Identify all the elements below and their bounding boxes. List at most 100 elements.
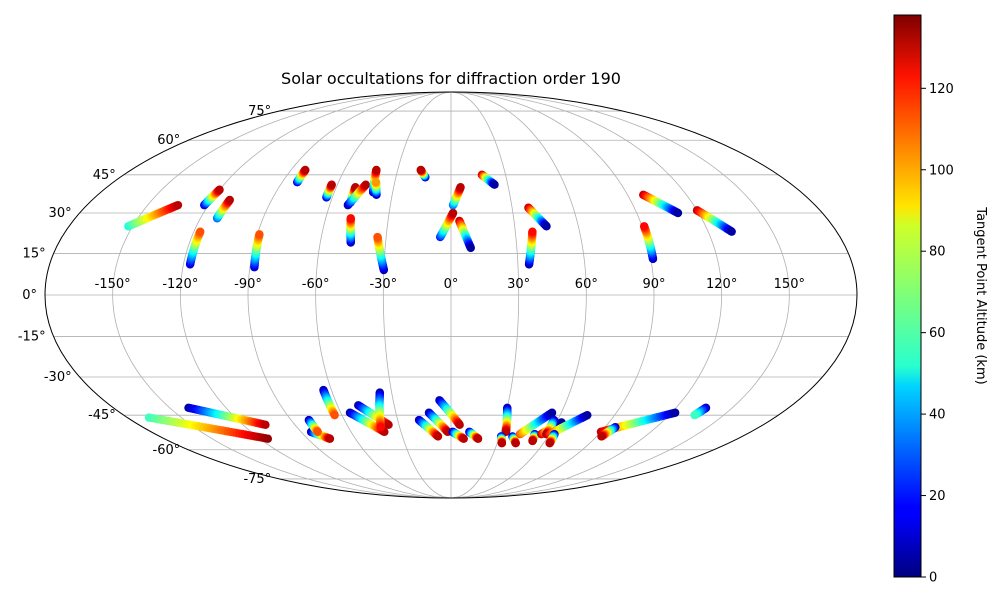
occultation-track	[496, 432, 507, 448]
track-point	[473, 434, 483, 443]
track-point	[313, 427, 322, 437]
occultation-tracks	[124, 165, 736, 448]
longitude-gridline	[450, 91, 587, 499]
occultation-track	[435, 208, 458, 242]
track-point	[173, 200, 183, 210]
track-point	[670, 408, 680, 417]
track-point	[545, 439, 554, 448]
track-point	[373, 232, 382, 242]
track-point	[263, 434, 273, 443]
track-point	[459, 434, 468, 443]
colorbar-gradient	[893, 14, 922, 578]
occultation-track	[424, 408, 452, 437]
latitude-tick-label: -75°	[243, 472, 271, 487]
longitude-tick-label: -30°	[369, 277, 397, 292]
longitude-gridline	[382, 91, 452, 499]
longitude-gridline	[179, 91, 452, 499]
occultation-track	[690, 403, 711, 420]
longitude-gridline	[450, 91, 655, 499]
occultation-track	[448, 183, 465, 210]
latitude-tick-label: 15°	[23, 246, 46, 261]
colorbar-tick-label: 80	[929, 245, 946, 260]
longitude-tick-label: 120°	[706, 277, 737, 292]
track-point	[547, 408, 557, 417]
track-point	[727, 227, 736, 236]
track-point	[639, 222, 649, 231]
track-point	[384, 420, 393, 430]
latitude-tick-label: 0°	[22, 288, 37, 303]
latitude-tick-labels: -75° -60° -45° -30° -15° 0° 15° 30° 45° 60° 75°	[18, 104, 271, 487]
occultation-track	[515, 408, 557, 439]
longitude-tick-label: -150°	[95, 277, 131, 292]
track-point	[673, 208, 683, 218]
occultation-track	[373, 232, 389, 275]
occultation-track	[448, 427, 468, 443]
track-point	[511, 439, 520, 448]
occultation-track	[524, 203, 551, 231]
map-outline	[44, 91, 858, 499]
occultation-track	[416, 165, 430, 182]
track-point	[261, 420, 270, 430]
longitude-tick-label: 60°	[575, 277, 598, 292]
track-point	[416, 165, 425, 175]
track-point	[542, 222, 551, 231]
track-point	[433, 432, 443, 441]
track-point	[327, 180, 336, 189]
occultation-track	[465, 427, 483, 443]
longitude-tick-label: -60°	[302, 277, 330, 292]
track-point	[325, 434, 335, 443]
colorbar-tick-label: 0	[929, 571, 937, 586]
occultation-track	[639, 222, 658, 264]
occultation-track	[414, 415, 443, 441]
colorbar-ticks: 0 20 40 60 80 100 120	[921, 82, 954, 586]
colorbar-tick-label: 100	[929, 163, 954, 178]
latitude-tick-label: 75°	[248, 104, 271, 119]
occultation-track	[346, 214, 355, 247]
occultation-track	[371, 178, 381, 200]
latitude-tick-label: -30°	[44, 370, 72, 385]
longitude-tick-labels: -150° -120° -90° -60° -30° 0° 30° 60° 90° 120° 150…	[95, 277, 805, 292]
track-point	[490, 180, 499, 189]
occultation-track	[304, 415, 322, 437]
longitude-tick-label: 0°	[444, 277, 459, 292]
occultation-track	[124, 200, 183, 231]
track-point	[371, 178, 381, 187]
occultation-track	[200, 185, 224, 210]
latitude-tick-label: -15°	[18, 330, 46, 345]
longitude-tick-label: 90°	[642, 277, 665, 292]
longitude-gridline	[315, 91, 452, 499]
occultation-track	[435, 396, 464, 430]
latitude-tick-label: -45°	[88, 408, 116, 423]
occultation-track	[250, 230, 264, 272]
occultation-track	[184, 403, 270, 430]
graticule-grid	[45, 91, 857, 499]
track-point	[255, 230, 264, 239]
track-point	[466, 243, 475, 253]
longitude-gridline	[450, 91, 723, 499]
track-point	[455, 420, 464, 430]
latitude-tick-label: 45°	[93, 168, 116, 183]
occultation-track	[528, 429, 539, 446]
occultation-track	[293, 165, 310, 187]
colorbar-tick-label: 20	[929, 489, 946, 504]
longitude-tick-label: 150°	[774, 277, 805, 292]
occultation-track	[322, 180, 336, 202]
longitude-tick-label: -90°	[234, 277, 262, 292]
colorbar-tick-label: 120	[929, 82, 954, 97]
track-point	[196, 227, 205, 236]
occultation-track	[144, 413, 273, 443]
occultation-track	[375, 388, 386, 432]
track-point	[330, 410, 339, 420]
latitude-tick-label: -60°	[153, 443, 181, 458]
longitude-tick-label: 30°	[507, 277, 530, 292]
track-point	[448, 208, 458, 218]
occultation-track	[501, 403, 512, 437]
colorbar-label: Tangent Point Altitude (km)	[973, 206, 988, 384]
track-point	[528, 227, 537, 236]
track-point	[597, 432, 606, 441]
chart-title: Solar occultations for diffraction order…	[281, 69, 621, 88]
occultation-track	[455, 216, 475, 253]
colorbar-tick-label: 60	[929, 326, 946, 341]
track-point	[497, 439, 507, 448]
